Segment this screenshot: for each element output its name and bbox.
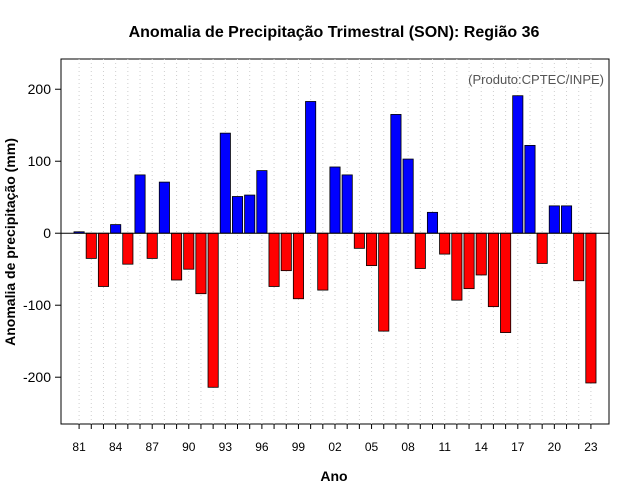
bar-2019 — [536, 232, 548, 264]
bar-1997 — [268, 232, 280, 287]
bar-2006 — [378, 232, 390, 332]
y-tick-label: -100 — [23, 297, 51, 313]
bar-1998 — [280, 232, 292, 272]
bar-1986 — [134, 174, 146, 234]
x-tick-label: 02 — [328, 440, 342, 454]
bar-2013 — [463, 232, 475, 290]
bar-2012 — [451, 232, 463, 301]
bar-1993 — [219, 132, 231, 234]
x-tick-label: 23 — [584, 440, 598, 454]
y-tick-label: -200 — [23, 369, 51, 385]
bar-1991 — [195, 232, 207, 295]
bar-2021 — [561, 205, 573, 234]
x-tick-label: 05 — [365, 440, 379, 454]
bar-1990 — [183, 232, 195, 270]
x-tick-label: 11 — [438, 440, 451, 454]
bar-2000 — [305, 101, 317, 234]
x-tick-label: 96 — [255, 440, 269, 454]
bar-1982 — [85, 232, 97, 259]
bar-1999 — [292, 232, 304, 300]
x-tick-label: 20 — [548, 440, 562, 454]
x-tick-label: 14 — [475, 440, 489, 454]
y-axis-title: Anomalia de precipitação (mm) — [2, 138, 18, 346]
x-tick-label: 99 — [292, 440, 306, 454]
bar-1988 — [158, 181, 170, 234]
x-axis-title: Ano — [320, 468, 347, 484]
bar-1996 — [256, 170, 268, 234]
bar-2003 — [341, 174, 353, 234]
y-tick-label: 200 — [28, 81, 52, 97]
chart-title: Anomalia de Precipitação Trimestral (SON… — [129, 24, 540, 41]
bar-2004 — [353, 232, 365, 249]
x-tick-label: 81 — [72, 440, 86, 454]
bar-1989 — [171, 232, 183, 281]
y-tick-label: 100 — [28, 153, 52, 169]
bar-2002 — [329, 166, 341, 234]
y-tick-label: 0 — [43, 225, 51, 241]
bar-2014 — [475, 232, 487, 276]
bar-1985 — [122, 232, 134, 265]
plot-frame — [60, 58, 610, 425]
x-axis: 81 84 87 90 93 96 99 02 05 08 11 14 17 20 23 — [72, 424, 598, 454]
bar-2015 — [487, 232, 499, 308]
bars-group — [73, 95, 597, 388]
x-tick-label: 84 — [109, 440, 123, 454]
x-tick-label: 93 — [219, 440, 233, 454]
bar-2005 — [366, 232, 378, 267]
bar-2017 — [512, 95, 524, 234]
bar-1992 — [207, 232, 219, 388]
bar-2023 — [585, 232, 597, 384]
bar-1987 — [146, 232, 158, 259]
y-axis: -200 -100 0 100 200 — [23, 81, 61, 385]
bar-1984 — [110, 224, 122, 234]
source-annotation: (Produto:CPTEC/INPE) — [468, 72, 604, 87]
bar-2001 — [317, 232, 329, 291]
bar-2008 — [402, 158, 414, 234]
bar-2016 — [500, 232, 512, 333]
bar-2009 — [414, 232, 426, 269]
bar-2007 — [390, 114, 402, 234]
x-tick-label: 87 — [146, 440, 160, 454]
x-tick-label: 08 — [401, 440, 415, 454]
bar-2018 — [524, 144, 536, 234]
bar-2010 — [426, 211, 439, 234]
bar-1994 — [231, 196, 244, 234]
bar-2022 — [573, 232, 585, 282]
bar-2020 — [548, 205, 560, 234]
x-tick-label: 90 — [182, 440, 196, 454]
x-tick-label: 17 — [511, 440, 525, 454]
bar-1995 — [244, 194, 256, 234]
bar-2011 — [439, 232, 451, 255]
bar-1983 — [97, 232, 109, 287]
